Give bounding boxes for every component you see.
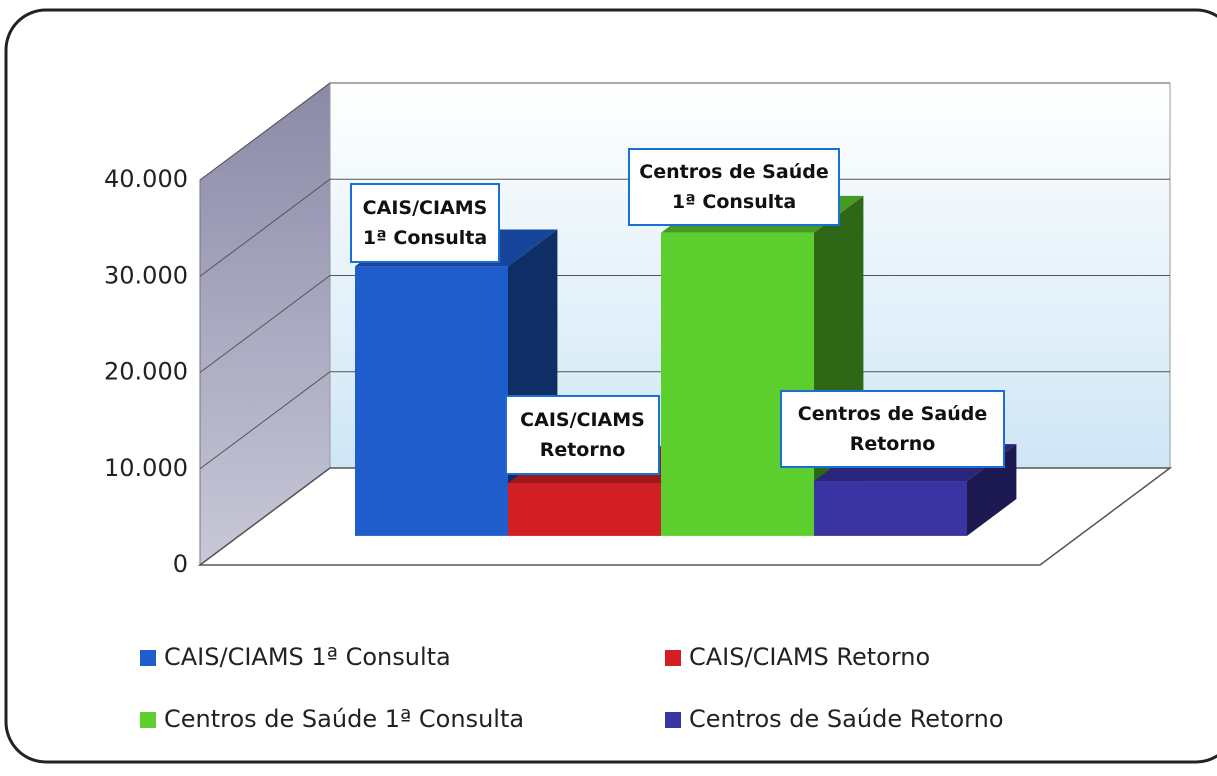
y-tick-label: 0 [173, 550, 188, 578]
data-label: CAIS/CIAMS 1ª Consulta [350, 183, 500, 263]
data-label: Centros de Saúde 1ª Consulta [628, 148, 840, 226]
legend-swatch [140, 712, 156, 728]
bar [814, 481, 967, 536]
grid-line [199, 178, 1170, 277]
data-label: Centros de Saúde Retorno [780, 390, 1005, 468]
bar [661, 232, 814, 536]
bar [508, 482, 661, 536]
legend-swatch [665, 650, 681, 666]
grid-line [199, 371, 1170, 470]
y-tick-label: 20.000 [104, 358, 188, 386]
legend-label: CAIS/CIAMS 1ª Consulta [164, 643, 451, 671]
legend-swatch [140, 650, 156, 666]
data-label: CAIS/CIAMS Retorno [505, 395, 660, 475]
grid-line [199, 275, 1170, 373]
y-tick-label: 10.000 [104, 454, 188, 482]
y-tick-label: 40.000 [104, 165, 188, 193]
grid-line [199, 82, 1170, 181]
y-tick-label: 30.000 [104, 261, 188, 289]
legend-label: Centros de Saúde Retorno [689, 705, 1004, 733]
bar [355, 266, 508, 536]
legend-label: Centros de Saúde 1ª Consulta [164, 705, 524, 733]
legend-swatch [665, 712, 681, 728]
legend-label: CAIS/CIAMS Retorno [689, 643, 930, 671]
